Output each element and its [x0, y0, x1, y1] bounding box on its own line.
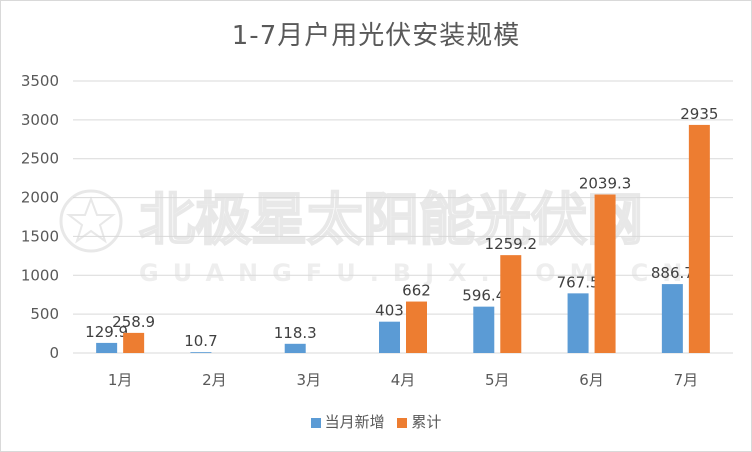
data-label-monthly: 10.7: [184, 332, 217, 350]
legend-label-monthly: 当月新增: [324, 413, 385, 431]
data-label-cumulative: 2039.3: [579, 175, 632, 193]
bar-cumulative: [594, 194, 616, 353]
bar-monthly: [567, 293, 589, 353]
y-tick-label: 2500: [21, 150, 59, 168]
bar-monthly: [284, 343, 306, 353]
y-tick-label: 1500: [21, 227, 59, 245]
bar-monthly: [96, 342, 118, 353]
y-tick-label: 500: [30, 305, 59, 323]
data-label-cumulative: 258.9: [112, 313, 155, 331]
x-tick-label: 2月: [202, 371, 227, 389]
y-tick-label: 0: [49, 344, 59, 362]
chart-title: 1-7月户用光伏安装规模: [231, 21, 521, 51]
bar-monthly: [473, 306, 495, 353]
data-label-monthly: 596.4: [462, 287, 505, 305]
x-tick-label: 7月: [674, 371, 699, 389]
bar-cumulative: [123, 332, 145, 353]
bar-cumulative: [688, 124, 710, 353]
bar-cumulative: [500, 255, 522, 353]
data-label-cumulative: 662: [402, 282, 431, 300]
legend: 当月新增 累计: [1, 411, 751, 432]
x-tick-label: 6月: [579, 371, 604, 389]
data-label-monthly: 118.3: [274, 324, 317, 342]
y-tick-label: 1000: [21, 266, 59, 284]
data-label-monthly: 767.5: [557, 273, 600, 291]
y-tick-label: 2000: [21, 189, 59, 207]
bar-cumulative: [406, 301, 427, 353]
legend-item-cumulative: 累计: [397, 411, 441, 432]
x-tick-label: 5月: [485, 371, 510, 389]
legend-label-cumulative: 累计: [411, 413, 442, 431]
data-label-monthly: 886.7: [651, 264, 694, 282]
data-label-cumulative: 2935: [680, 105, 718, 123]
y-tick-label: 3000: [21, 111, 59, 129]
data-label-monthly: 129.9: [85, 323, 128, 341]
data-label-cumulative: 1259.2: [485, 235, 538, 253]
x-tick-label: 4月: [391, 371, 416, 389]
legend-swatch-monthly: [310, 417, 321, 428]
bar-monthly: [379, 321, 400, 353]
bar-monthly: [190, 352, 212, 353]
legend-swatch-cumulative: [397, 417, 408, 428]
y-tick-label: 3500: [21, 72, 59, 90]
x-tick-label: 1月: [108, 371, 133, 389]
x-tick-label: 3月: [296, 371, 321, 389]
legend-item-monthly: 当月新增: [310, 411, 385, 432]
data-label-monthly: 403: [375, 302, 404, 320]
bar-monthly: [661, 284, 683, 353]
